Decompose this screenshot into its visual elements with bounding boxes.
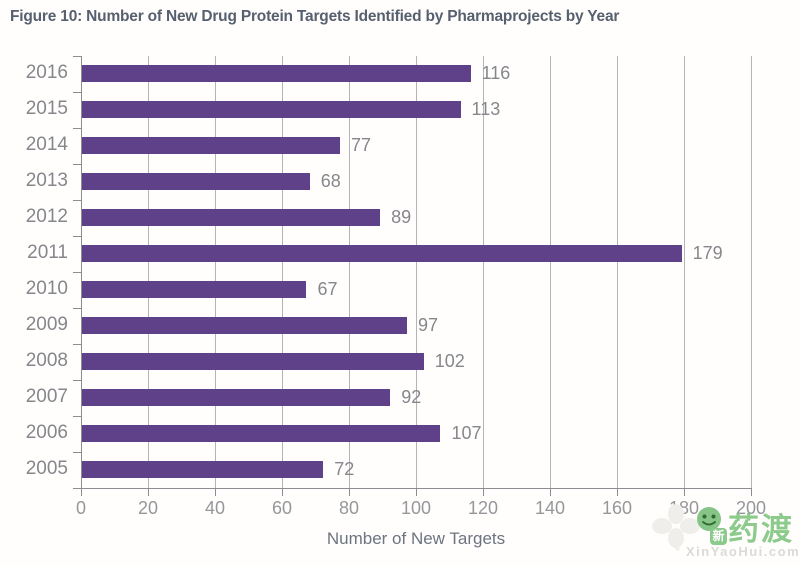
- gridline: [550, 55, 551, 488]
- x-axis-title: Number of New Targets: [326, 529, 506, 548]
- category-label: 2016: [25, 62, 68, 84]
- value-label: 102: [434, 350, 465, 371]
- category-label: 2015: [25, 98, 68, 120]
- x-axis-tick: [416, 488, 417, 496]
- x-tick-label: 20: [137, 498, 159, 518]
- category-label: 2013: [25, 170, 68, 192]
- x-tick-label: 120: [467, 498, 499, 518]
- x-axis-tick: [550, 488, 551, 496]
- x-tick-label: 0: [75, 498, 86, 518]
- category-label: 2009: [25, 314, 68, 336]
- x-axis-tick: [483, 488, 484, 496]
- bar: [82, 461, 324, 479]
- y-axis-tick: [73, 235, 81, 237]
- x-tick-label: 60: [271, 498, 293, 518]
- x-tick-label: 180: [668, 498, 700, 518]
- category-label: 2008: [25, 350, 68, 372]
- bar: [82, 353, 424, 371]
- value-label: 97: [417, 314, 438, 335]
- x-axis-tick: [81, 488, 82, 496]
- bar: [82, 425, 441, 443]
- gridline: [617, 55, 618, 488]
- x-axis-tick: [148, 488, 149, 496]
- value-label: 116: [481, 62, 511, 83]
- x-axis-tick: [617, 488, 618, 496]
- y-axis-tick: [73, 163, 81, 165]
- category-label: 2014: [25, 134, 68, 156]
- value-label: 67: [317, 278, 338, 299]
- y-axis-tick: [73, 199, 81, 201]
- x-tick-label: 200: [735, 498, 767, 518]
- y-axis-tick: [73, 451, 81, 453]
- category-label: 2007: [25, 386, 68, 408]
- bar: [82, 245, 682, 263]
- bar: [82, 65, 471, 83]
- gridline: [349, 55, 350, 488]
- y-axis-tick: [73, 55, 81, 57]
- x-tick-label: 100: [400, 498, 432, 518]
- category-label: 2010: [25, 278, 68, 300]
- gridline: [684, 55, 685, 488]
- bar: [82, 137, 340, 155]
- y-axis-tick: [73, 91, 81, 93]
- y-axis-line: [81, 55, 82, 489]
- value-label: 77: [350, 134, 371, 155]
- gridline: [751, 55, 752, 488]
- y-axis-tick: [73, 127, 81, 129]
- y-axis-tick: [73, 488, 81, 489]
- x-axis-tick: [684, 488, 685, 496]
- value-label: 68: [320, 170, 341, 191]
- bar: [82, 281, 307, 299]
- bar: [82, 101, 461, 119]
- category-label: 2012: [25, 206, 68, 228]
- bar: [82, 389, 391, 407]
- x-axis-tick: [215, 488, 216, 496]
- value-label: 92: [401, 386, 422, 407]
- value-label: 107: [451, 422, 482, 443]
- x-axis-tick: [282, 488, 283, 496]
- x-tick-label: 160: [601, 498, 633, 518]
- chart-title: Figure 10: Number of New Drug Protein Ta…: [10, 8, 620, 25]
- gridline: [483, 55, 484, 488]
- bar: [82, 209, 381, 227]
- gridline: [416, 55, 417, 488]
- value-label: 72: [334, 458, 355, 479]
- bar: [82, 173, 310, 191]
- x-tick-label: 40: [204, 498, 226, 518]
- category-label: 2006: [25, 422, 68, 444]
- bar: [82, 317, 407, 335]
- y-axis-tick: [73, 379, 81, 381]
- x-tick-label: 140: [534, 498, 566, 518]
- y-axis-tick: [73, 307, 81, 309]
- category-label: 2011: [27, 242, 68, 264]
- value-label: 89: [391, 206, 412, 227]
- y-axis-tick: [73, 415, 81, 417]
- x-axis-tick: [349, 488, 350, 496]
- gridline: [215, 55, 216, 488]
- y-axis-tick: [73, 271, 81, 273]
- y-axis-tick: [73, 343, 81, 345]
- gridline: [282, 55, 283, 488]
- category-label: 2005: [25, 458, 68, 480]
- gridline: [148, 55, 149, 488]
- x-axis-tick: [751, 488, 752, 496]
- value-label: 179: [692, 242, 723, 263]
- x-tick-label: 80: [338, 498, 360, 518]
- value-label: 113: [471, 98, 501, 119]
